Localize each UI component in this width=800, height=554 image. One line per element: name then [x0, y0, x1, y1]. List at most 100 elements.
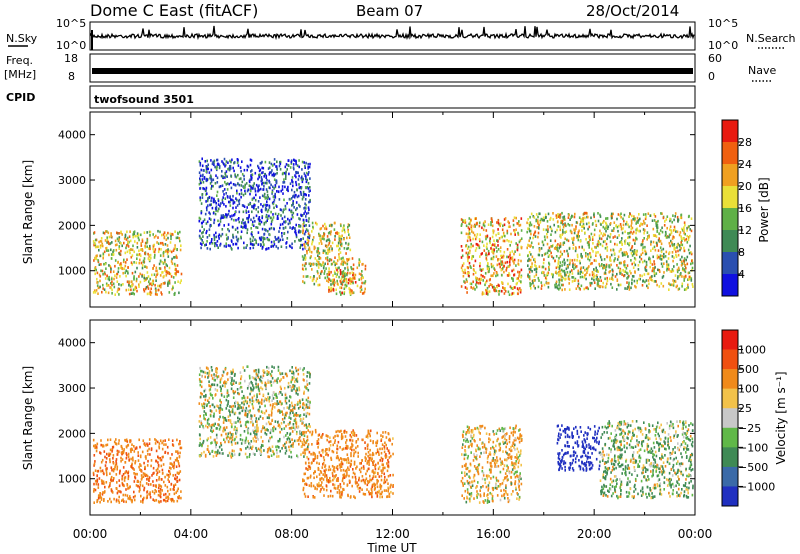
echo-cell: [125, 244, 128, 247]
echo-cell: [228, 167, 230, 170]
echo-cell: [493, 248, 495, 251]
echo-cell: [552, 218, 555, 221]
echo-cell: [245, 246, 247, 249]
echo-cell: [92, 471, 95, 475]
echo-cell: [115, 500, 118, 503]
echo-cell: [109, 497, 111, 501]
echo-cell: [680, 213, 683, 217]
echo-cell: [498, 262, 501, 266]
echo-cell: [313, 245, 316, 249]
echo-cell: [342, 270, 345, 273]
echo-cell: [556, 248, 558, 252]
echo-cell: [245, 413, 247, 417]
echo-cell: [232, 368, 234, 372]
echo-cell: [329, 288, 331, 291]
echo-cell: [640, 257, 643, 261]
echo-cell: [226, 395, 228, 398]
echo-cell: [116, 290, 119, 294]
echo-cell: [105, 249, 108, 252]
echo-cell: [111, 446, 114, 449]
echo-cell: [240, 235, 242, 239]
echo-cell: [262, 166, 265, 170]
echo-cell: [305, 177, 307, 181]
echo-cell: [270, 422, 272, 426]
echo-cell: [167, 250, 169, 254]
echo-cell: [227, 435, 230, 439]
echo-cell: [224, 418, 227, 422]
echo-cell: [281, 393, 283, 396]
echo-cell: [214, 200, 216, 203]
echo-cell: [333, 228, 336, 231]
echo-cell: [228, 168, 231, 172]
echo-cell: [216, 176, 219, 180]
echo-cell: [468, 261, 471, 265]
echo-cell: [156, 293, 158, 296]
echo-cell: [122, 493, 125, 497]
echo-cell: [595, 266, 597, 270]
echo-cell: [461, 219, 464, 222]
echo-cell: [668, 233, 671, 237]
echo-cell: [683, 288, 686, 291]
echo-cell: [265, 383, 267, 386]
echo-cell: [500, 254, 502, 258]
echo-cell: [243, 369, 246, 372]
echo-cell: [134, 285, 137, 289]
echo-cell: [112, 457, 114, 460]
echo-cell: [317, 260, 319, 264]
echo-cell: [149, 234, 151, 237]
echo-cell: [208, 401, 210, 404]
echo-cell: [213, 383, 216, 387]
echo-cell: [125, 470, 127, 473]
echo-cell: [96, 271, 99, 275]
echo-cell: [303, 161, 305, 164]
echo-cell: [217, 203, 220, 206]
echo-cell: [201, 239, 203, 242]
echo-cell: [98, 263, 101, 266]
echo-cell: [509, 244, 511, 247]
echo-cell: [549, 218, 551, 221]
echo-cell: [577, 279, 580, 283]
echo-cell: [483, 249, 486, 252]
echo-cell: [663, 224, 666, 227]
echo-cell: [656, 241, 658, 245]
echo-cell: [160, 458, 163, 462]
echo-cell: [158, 470, 161, 473]
echo-cell: [527, 275, 529, 278]
echo-cell: [120, 456, 122, 460]
echo-cell: [93, 243, 95, 247]
echo-cell: [617, 213, 620, 216]
echo-cell: [200, 210, 203, 213]
echo-cell: [105, 471, 108, 474]
echo-cell: [294, 428, 296, 431]
echo-cell: [600, 255, 602, 259]
echo-cell: [110, 232, 112, 235]
echo-cell: [165, 496, 167, 499]
echo-cell: [646, 284, 648, 288]
echo-cell: [148, 258, 151, 262]
echo-cell: [141, 249, 144, 252]
echo-cell: [168, 291, 171, 294]
echo-cell: [556, 284, 558, 288]
echo-cell: [572, 263, 574, 267]
echo-cell: [271, 169, 273, 172]
echo-cell: [307, 229, 309, 233]
echo-cell: [96, 281, 98, 284]
freq-trace-band: [92, 68, 693, 74]
echo-cell: [160, 500, 162, 503]
echo-cell: [504, 261, 507, 265]
echo-cell: [621, 273, 623, 276]
echo-cell: [125, 238, 128, 241]
echo-cell: [669, 228, 671, 231]
echo-cell: [537, 242, 540, 246]
echo-cell: [216, 375, 219, 379]
echo-cell: [143, 279, 146, 282]
echo-cell: [210, 374, 213, 377]
nsky-tick-bottom: 10^0: [56, 39, 86, 52]
echo-cell: [210, 410, 213, 413]
echo-cell: [225, 407, 228, 410]
echo-cell: [213, 159, 216, 163]
echo-cell: [162, 262, 165, 265]
echo-cell: [310, 255, 312, 258]
echo-cell: [690, 229, 693, 233]
echo-cell: [249, 202, 252, 206]
